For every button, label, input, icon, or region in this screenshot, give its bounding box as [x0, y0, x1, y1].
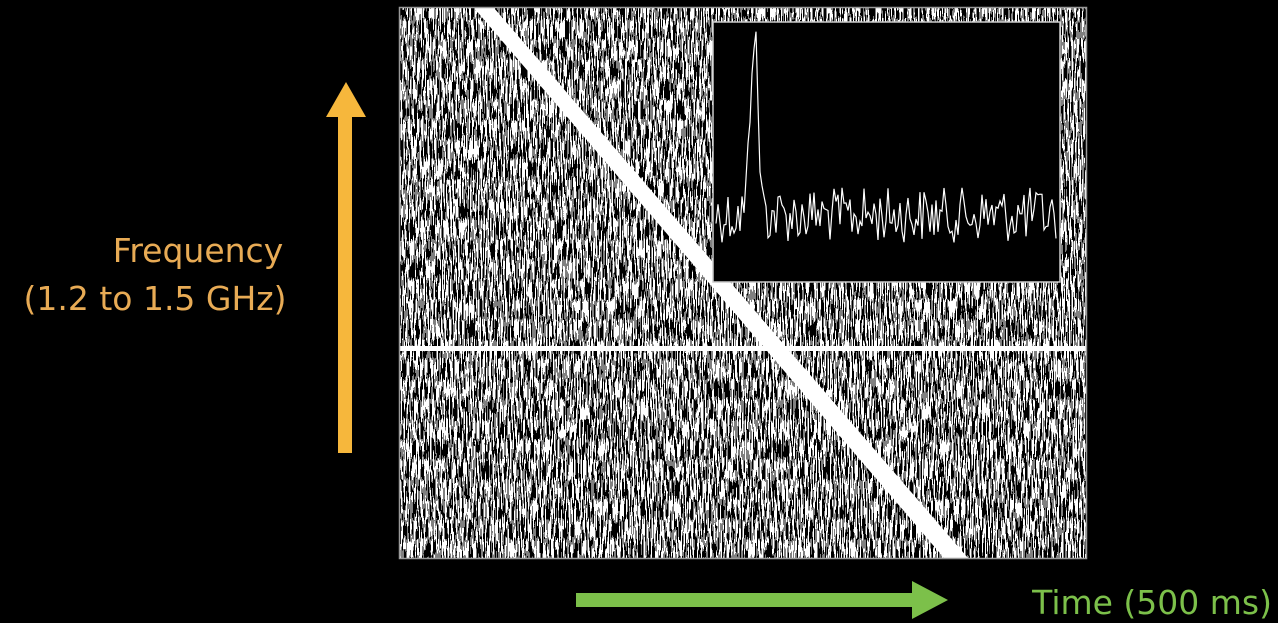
slide: Frequency (1.2 to 1.5 GHz) Time (500 ms) — [0, 0, 1278, 623]
time-label: Time (500 ms) — [1031, 583, 1272, 622]
rfi-line — [400, 346, 1086, 351]
frequency-label: Frequency — [113, 231, 283, 270]
inset-frame — [713, 22, 1060, 282]
frequency-range-label: (1.2 to 1.5 GHz) — [23, 279, 286, 318]
